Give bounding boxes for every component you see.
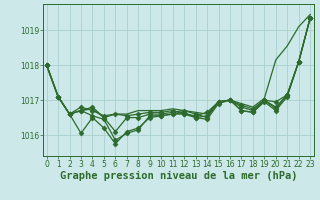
- X-axis label: Graphe pression niveau de la mer (hPa): Graphe pression niveau de la mer (hPa): [60, 171, 297, 181]
